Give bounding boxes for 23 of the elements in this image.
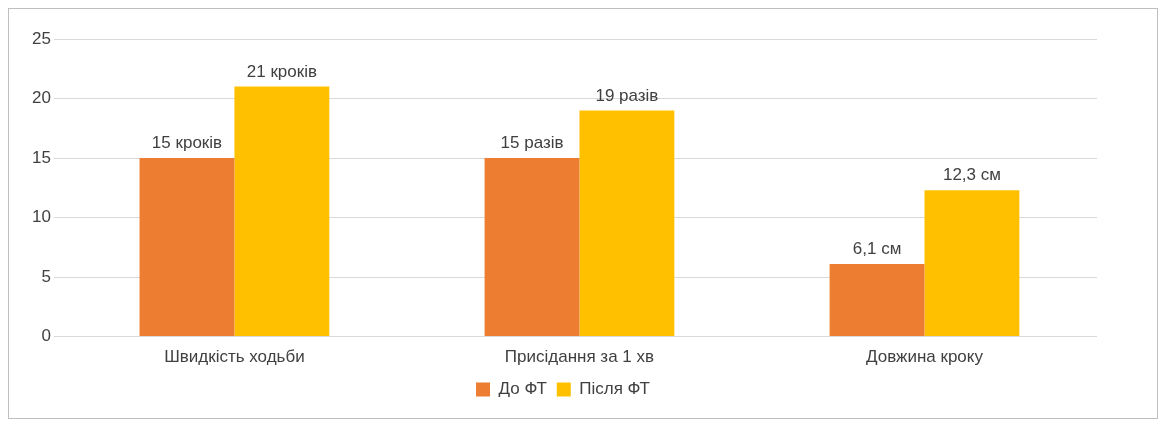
- data-label: 6,1 см: [852, 239, 902, 259]
- x-tick-label: Швидкість ходьби: [164, 347, 305, 367]
- data-label: 19 разів: [595, 85, 659, 105]
- y-tick-label: 0: [41, 326, 51, 346]
- data-label: 21 кроків: [246, 61, 317, 81]
- bar: [579, 110, 675, 337]
- data-label: 15 кроків: [151, 133, 223, 153]
- bar: [139, 158, 235, 337]
- bar: [924, 190, 1020, 337]
- legend-label: До ФТ: [498, 379, 547, 399]
- bar: [829, 263, 925, 337]
- data-label: 12,3 см: [942, 165, 1001, 185]
- data-label: 15 разів: [500, 133, 564, 153]
- x-tick-label: Присідання за 1 хв: [504, 347, 655, 367]
- y-tick-label: 10: [31, 207, 51, 227]
- bar: [234, 86, 330, 337]
- y-tick-label: 15: [31, 147, 51, 167]
- y-tick-label: 25: [31, 28, 51, 48]
- y-tick-label: 20: [31, 88, 51, 108]
- y-tick-label: 5: [41, 266, 51, 286]
- x-tick-label: Довжина кроку: [866, 347, 984, 367]
- bar: [484, 158, 580, 337]
- legend-label: Після ФТ: [579, 379, 650, 399]
